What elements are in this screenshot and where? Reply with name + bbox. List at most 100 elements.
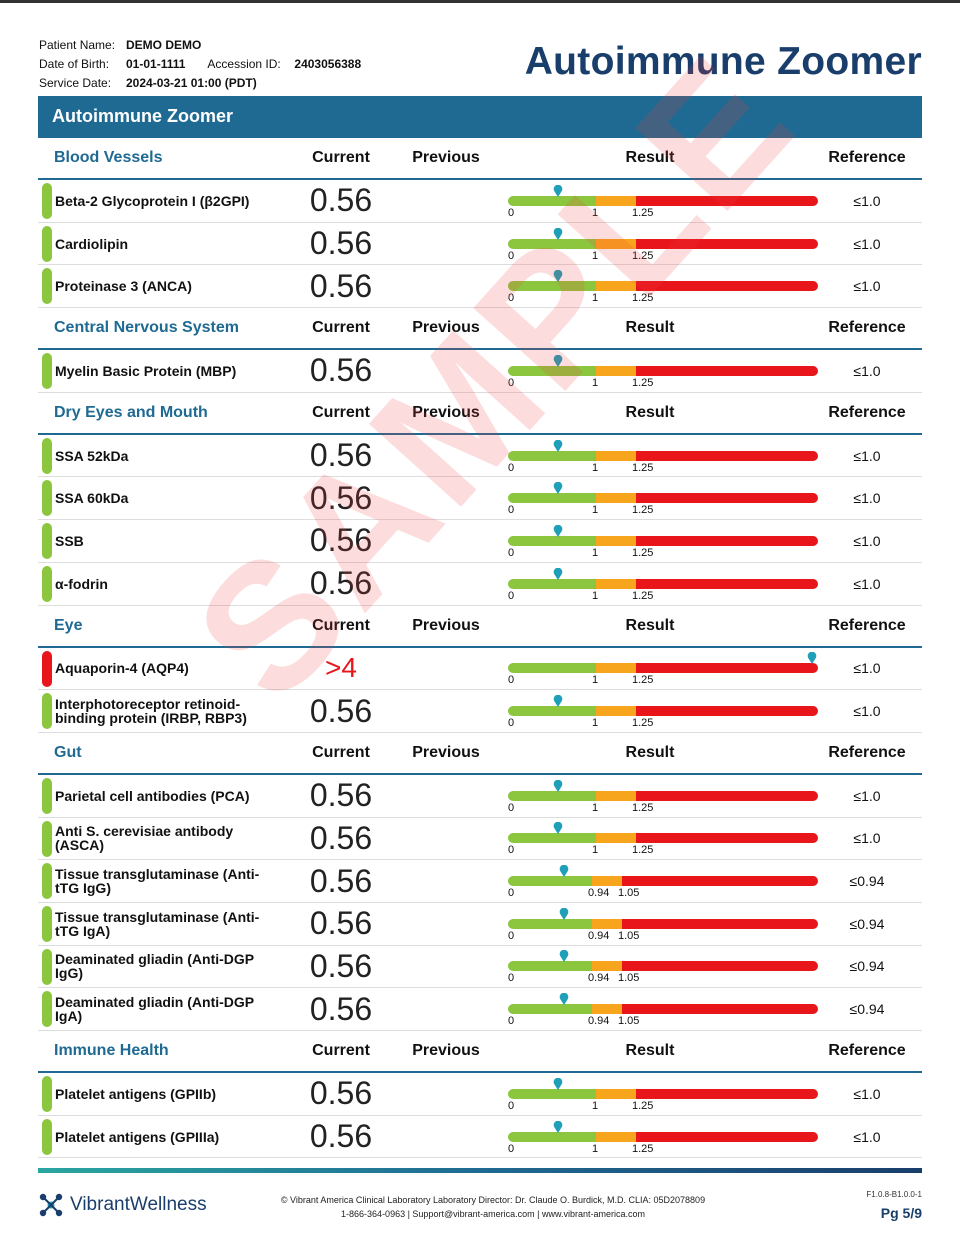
- borderline-segment: [592, 918, 622, 929]
- high-segment: [636, 238, 818, 249]
- scale-tick-label: 1: [592, 206, 599, 219]
- result-gauge: 0 1 1.25: [488, 817, 818, 859]
- reference-range: ≤1.0: [853, 447, 881, 464]
- scale-tick-label: 1.25: [632, 589, 654, 602]
- result-marker-icon: [553, 779, 562, 792]
- section-header: Eye Current Previous Result Reference: [38, 606, 922, 648]
- result-gauge: 0 1 1.25: [488, 690, 818, 732]
- scale-tick-label: 1: [592, 1142, 599, 1155]
- scale-tick-label: 0: [508, 929, 515, 942]
- test-row: SSB 0.56 0 1 1.25 ≤1.0: [38, 520, 922, 563]
- scale-tick-label: 1.25: [632, 206, 654, 219]
- current-value: 0.56: [309, 182, 373, 219]
- scale-tick-label: 0: [508, 844, 515, 857]
- reference-range: ≤1.0: [853, 575, 881, 592]
- test-name: SSA 52kDa: [55, 447, 129, 464]
- column-current: Current: [312, 616, 370, 634]
- scale-tick-label: 0: [508, 546, 515, 559]
- test-name: Proteinase 3 (ANCA): [55, 278, 192, 295]
- result-marker-icon: [553, 524, 562, 537]
- current-value: 0.56: [309, 1075, 373, 1112]
- status-flag: [42, 353, 52, 390]
- high-segment: [622, 918, 818, 929]
- scale-tick-label: 0: [508, 674, 515, 687]
- current-value: 0.56: [309, 437, 373, 474]
- test-name: Deaminated gliadin (Anti-DGP IgA): [55, 994, 254, 1025]
- scale-tick-label: 1: [592, 1099, 599, 1112]
- borderline-segment: [592, 876, 622, 887]
- high-segment: [636, 281, 818, 292]
- result-gauge: 0 1 1.25: [488, 563, 818, 605]
- reference-range: ≤1.0: [853, 1128, 881, 1145]
- normal-segment: [508, 833, 596, 844]
- result-marker-icon: [559, 950, 569, 963]
- results-table: Blood Vessels Current Previous Result Refere…: [38, 138, 922, 1159]
- scale-tick-label: 1.25: [632, 546, 654, 559]
- result-marker-icon: [807, 652, 817, 665]
- top-rule: [0, 0, 960, 3]
- current-value: 0.56: [309, 565, 373, 602]
- scale-tick-label: 1.25: [632, 461, 654, 474]
- normal-segment: [508, 663, 596, 674]
- current-value: 0.56: [309, 947, 373, 984]
- scale-tick-label: 0: [508, 504, 515, 517]
- scale-tick-label: 1.25: [632, 504, 654, 517]
- dob-label: Date of Birth:: [39, 57, 110, 71]
- scale-tick-label: 1: [592, 717, 599, 730]
- normal-segment: [508, 918, 592, 929]
- section-title: Dry Eyes and Mouth: [54, 403, 208, 421]
- current-value: 0.56: [309, 819, 373, 856]
- normal-segment: [508, 450, 596, 461]
- section-header: Gut Current Previous Result Reference: [38, 733, 922, 775]
- normal-segment: [508, 238, 596, 249]
- test-name: Myelin Basic Protein (MBP): [55, 362, 237, 379]
- status-flag: [42, 437, 52, 474]
- scale-tick-label: 0: [508, 1015, 515, 1028]
- status-flag: [42, 777, 52, 814]
- range-bar: [508, 450, 818, 461]
- result-marker-icon: [553, 354, 562, 367]
- borderline-segment: [596, 1088, 636, 1099]
- scale-tick-label: 0.94: [588, 929, 610, 942]
- status-flag: [42, 1076, 52, 1112]
- scale-tick-label: 1: [592, 376, 599, 389]
- borderline-segment: [592, 1004, 622, 1015]
- reference-range: ≤1.0: [853, 490, 881, 507]
- reference-range: ≤1.0: [853, 362, 881, 379]
- borderline-segment: [596, 281, 636, 292]
- section-title: Blood Vessels: [54, 149, 163, 166]
- normal-segment: [508, 1004, 592, 1015]
- status-flag: [42, 948, 52, 985]
- scale-tick-label: 0.94: [588, 887, 610, 900]
- dob-value: 01-01-1111: [126, 57, 186, 71]
- result-marker-icon: [559, 993, 569, 1006]
- accession-value: 2403056388: [294, 57, 362, 71]
- status-flag: [42, 565, 52, 602]
- borderline-segment: [596, 706, 636, 717]
- patient-name: DEMO DEMO: [126, 38, 202, 52]
- test-row: Deaminated gliadin (Anti-DGP IgA) 0.56 0 0.…: [38, 988, 922, 1031]
- result-gauge: 0 1 1.25: [488, 647, 818, 689]
- high-segment: [636, 450, 818, 461]
- borderline-segment: [596, 195, 636, 206]
- test-row: Cardiolipin 0.56 0 1 1.25 ≤1.0: [38, 223, 922, 266]
- range-bar: [508, 663, 818, 674]
- column-reference: Reference: [828, 1042, 906, 1059]
- scale-tick-label: 1: [592, 589, 599, 602]
- result-gauge: 0 1 1.25: [488, 1073, 818, 1115]
- result-gauge: 0 1 1.25: [488, 520, 818, 562]
- column-result: Result: [625, 403, 675, 421]
- scale-tick-label: 0: [508, 376, 515, 389]
- borderline-segment: [596, 833, 636, 844]
- normal-segment: [508, 535, 596, 546]
- column-previous: Previous: [412, 616, 480, 634]
- result-marker-icon: [553, 184, 562, 197]
- reference-range: ≤1.0: [853, 787, 881, 804]
- scale-tick-label: 0: [508, 887, 515, 900]
- result-marker-icon: [553, 822, 562, 835]
- current-value: 0.56: [309, 479, 373, 516]
- column-reference: Reference: [828, 743, 906, 761]
- test-name: Aquaporin-4 (AQP4): [55, 660, 189, 677]
- scale-tick-label: 1: [592, 461, 599, 474]
- normal-segment: [508, 876, 592, 887]
